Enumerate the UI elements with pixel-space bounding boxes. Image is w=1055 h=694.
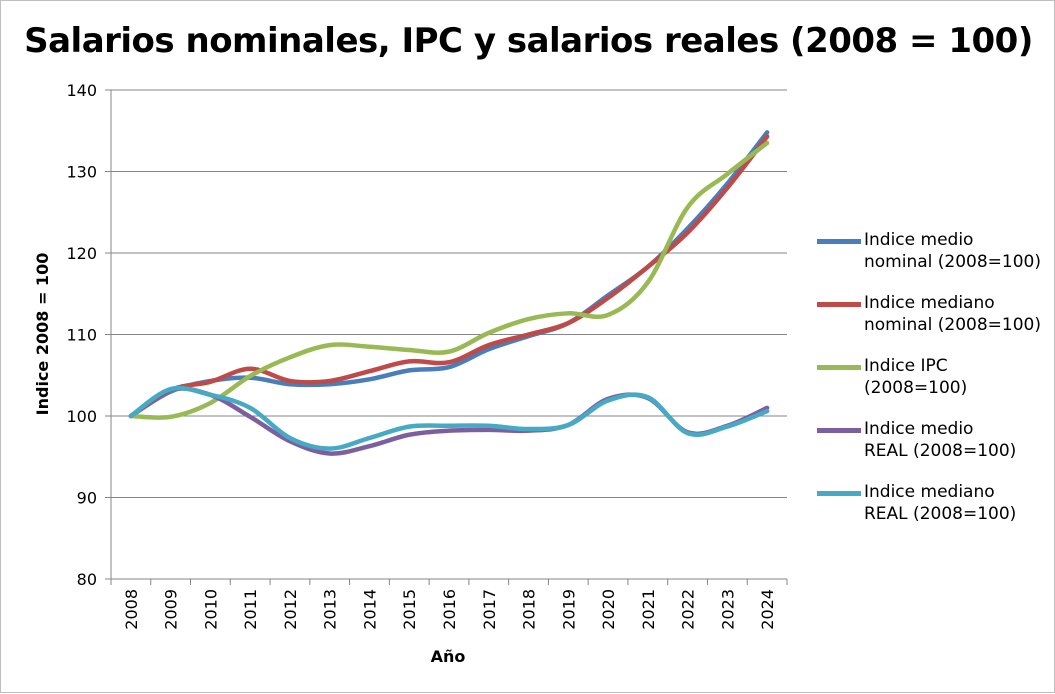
x-tick-label: 2011 (241, 589, 260, 630)
y-tick-label: 130 (66, 163, 97, 182)
legend-item-mediano-real: Indice mediano REAL (2008=100) (817, 481, 1052, 544)
legend-swatch (817, 491, 861, 496)
series-lines (128, 130, 770, 456)
legend-swatch (817, 239, 861, 244)
legend-item-medio-nominal: Indice medio nominal (2008=100) (817, 229, 1052, 292)
x-tick-label: 2024 (758, 589, 777, 630)
x-tick-label: 2009 (162, 589, 181, 630)
x-tick-label: 2014 (360, 589, 379, 630)
series-line-ipc (128, 140, 770, 420)
x-tick-label: 2008 (122, 589, 141, 630)
legend-item-mediano-nominal: Indice mediano nominal (2008=100) (817, 292, 1052, 355)
y-tick-label: 110 (66, 326, 97, 345)
x-tick-label: 2018 (520, 589, 539, 630)
legend-label: Indice medio REAL (2008=100) (864, 419, 1017, 461)
x-tick-label: 2023 (718, 589, 737, 630)
y-tick-label: 80 (77, 570, 97, 589)
x-axis-title: Año (431, 647, 466, 666)
axes (105, 89, 788, 585)
tick-labels: 80 90 100 110 120 130 140 2008 2009 2010 2011 2012 2… (66, 81, 777, 630)
x-tick-label: 2021 (639, 589, 658, 630)
x-tick-label: 2012 (281, 589, 300, 630)
x-tick-label: 2022 (679, 589, 698, 630)
legend-label: Indice mediano nominal (2008=100) (864, 293, 1041, 335)
y-tick-label: 100 (66, 407, 97, 426)
legend-item-ipc: Indice IPC (2008=100) (817, 355, 1052, 418)
x-tick-label: 2010 (201, 589, 220, 630)
x-tick-label: 2013 (321, 589, 340, 630)
legend: Indice medio nominal (2008=100) Indice me… (817, 229, 1052, 544)
legend-label: Indice IPC (2008=100) (864, 356, 968, 398)
y-axis-title: Indice 2008 = 100 (33, 253, 52, 416)
legend-item-medio-real: Indice medio REAL (2008=100) (817, 418, 1052, 481)
series-line-mediano-real (128, 385, 770, 451)
y-tick-label: 140 (66, 81, 97, 100)
chart-title: Salarios nominales, IPC y salarios reale… (24, 21, 1033, 61)
x-tick-label: 2016 (440, 589, 459, 630)
x-tick-label: 2015 (400, 589, 419, 630)
y-tick-label: 90 (77, 489, 97, 508)
x-tick-label: 2019 (559, 589, 578, 630)
series-line-mediano-nominal (128, 134, 770, 419)
legend-swatch (817, 365, 861, 370)
x-tick-label: 2020 (599, 589, 618, 630)
legend-swatch (817, 302, 861, 307)
y-tick-label: 120 (66, 244, 97, 263)
legend-swatch (817, 428, 861, 433)
gridlines (111, 89, 787, 498)
legend-label: Indice mediano REAL (2008=100) (864, 482, 1017, 524)
legend-label: Indice medio nominal (2008=100) (864, 230, 1041, 272)
x-tick-label: 2017 (480, 589, 499, 630)
